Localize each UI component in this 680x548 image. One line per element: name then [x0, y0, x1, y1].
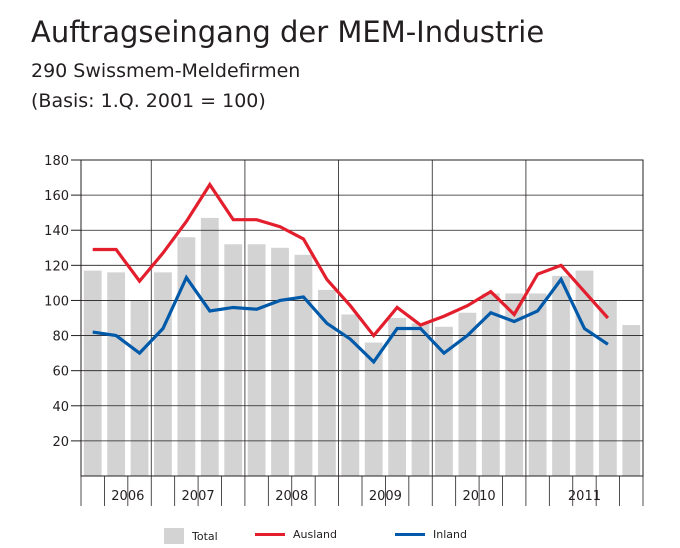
x-year-label: 2009 — [369, 489, 402, 504]
legend-label-ausland: Ausland — [293, 528, 337, 541]
bar-total — [552, 275, 570, 476]
chart-basis-note: (Basis: 1.Q. 2001 = 100) — [31, 90, 266, 112]
legend-item-total: Total — [164, 528, 218, 544]
bar-total — [317, 289, 336, 476]
legend-label-inland: Inland — [433, 528, 467, 541]
legend-swatch-inland — [395, 533, 425, 536]
y-tick-label: 80 — [52, 330, 69, 345]
legend-item-ausland: Ausland — [255, 528, 337, 541]
x-year-label: 2011 — [568, 489, 601, 504]
bar-total — [224, 244, 243, 476]
bar-total — [388, 318, 407, 476]
bar-total — [177, 237, 196, 476]
bar-total — [458, 312, 477, 476]
bar-total — [341, 314, 360, 476]
y-tick-label: 160 — [44, 189, 69, 204]
x-year-label: 2010 — [463, 489, 496, 504]
y-tick-label: 180 — [44, 154, 69, 169]
y-tick-label: 140 — [44, 224, 69, 239]
bar-total — [528, 293, 547, 476]
bar-total — [622, 325, 641, 476]
y-tick-label: 100 — [44, 294, 69, 309]
chart-title: Auftragseingang der MEM-Industrie — [31, 15, 545, 49]
y-tick-label: 20 — [52, 435, 69, 450]
bar-total — [83, 270, 102, 476]
bar-total — [247, 244, 266, 476]
bar-total — [107, 272, 126, 476]
bar-total — [200, 217, 219, 476]
bar-total — [481, 293, 500, 476]
legend-label-total: Total — [192, 529, 218, 543]
line-ausland — [92, 181, 610, 339]
bar-total — [130, 300, 149, 476]
line-inland — [92, 274, 609, 365]
y-tick-label: 120 — [44, 259, 69, 274]
bar-total — [505, 293, 524, 476]
bar-total — [598, 300, 617, 476]
y-tick-label: 60 — [52, 365, 69, 380]
bar-total — [271, 247, 289, 476]
bar-total — [364, 342, 383, 476]
bar-total — [294, 254, 313, 476]
chart-subtitle: 290 Swissmem-Meldefirmen — [31, 60, 301, 82]
legend-swatch-ausland — [255, 533, 285, 536]
bar-total — [435, 326, 453, 476]
legend-swatch-total — [164, 528, 184, 544]
bar-total — [575, 270, 594, 476]
x-year-label: 2008 — [275, 489, 308, 504]
x-year-label: 2007 — [182, 489, 215, 504]
x-year-label: 2006 — [111, 489, 144, 504]
legend-item-inland: Inland — [395, 528, 467, 541]
y-tick-label: 40 — [52, 400, 69, 415]
bar-total — [411, 323, 430, 476]
bar-total — [154, 272, 172, 476]
